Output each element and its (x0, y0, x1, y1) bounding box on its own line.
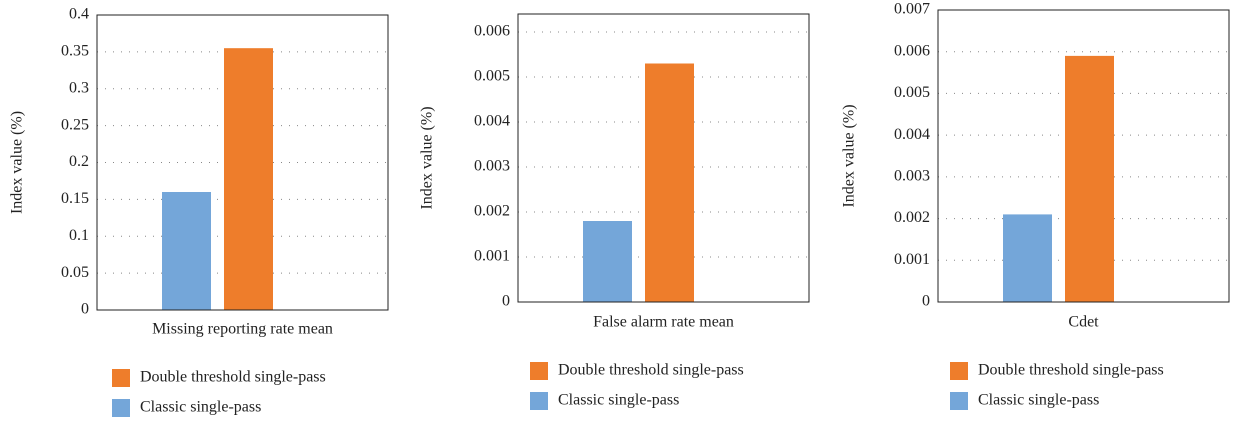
bar (1003, 214, 1052, 302)
legend-swatch (950, 362, 968, 380)
x-tick-label: False alarm rate mean (593, 314, 734, 331)
x-tick-label: Missing reporting rate mean (152, 321, 333, 338)
y-tick-label: 0.15 (61, 190, 89, 207)
legend-label: Double threshold single-pass (558, 362, 744, 379)
y-tick-label: 0.006 (474, 23, 510, 40)
y-tick-label: 0.004 (894, 126, 930, 143)
bar (162, 192, 211, 310)
plot-frame (96, 14, 389, 311)
y-tick-label: 0.007 (894, 1, 930, 18)
x-tick-label: Cdet (1068, 314, 1099, 331)
y-tick-label: 0.001 (894, 251, 930, 268)
y-tick-label: 0.005 (894, 84, 930, 101)
y-tick-label: 0.001 (474, 248, 510, 265)
bar (224, 48, 273, 310)
y-tick-label: 0.003 (474, 158, 510, 175)
y-tick-label: 0.25 (61, 116, 89, 133)
y-axis-label: Index value (%) (9, 111, 26, 214)
y-tick-label: 0.003 (894, 168, 930, 185)
plot-frame (517, 13, 810, 303)
y-tick-label: 0 (502, 293, 510, 310)
y-tick-label: 0.3 (69, 79, 89, 96)
y-tick-label: 0.35 (61, 43, 89, 60)
y-tick-label: 0.006 (894, 42, 930, 59)
legend-swatch (530, 362, 548, 380)
y-axis-label: Index value (%) (419, 106, 436, 209)
y-tick-label: 0 (81, 301, 89, 318)
legend-swatch (530, 392, 548, 410)
legend-label: Classic single-pass (140, 399, 261, 416)
y-tick-label: 0.1 (69, 227, 89, 244)
legend-swatch (950, 392, 968, 410)
y-tick-label: 0.004 (474, 113, 510, 130)
plot-frame (937, 9, 1230, 303)
y-tick-label: 0.005 (474, 68, 510, 85)
legend-swatch (112, 399, 130, 417)
legend-label: Classic single-pass (558, 392, 679, 409)
y-tick-label: 0.002 (474, 203, 510, 220)
bar (1065, 55, 1114, 303)
y-tick-label: 0.002 (894, 209, 930, 226)
bar (583, 221, 632, 302)
legend-label: Classic single-pass (978, 392, 1099, 409)
y-tick-label: 0 (922, 293, 930, 310)
y-tick-label: 0.2 (69, 153, 89, 170)
y-tick-label: 0.05 (61, 264, 89, 281)
y-tick-label: 0.4 (69, 6, 89, 23)
legend-label: Double threshold single-pass (978, 362, 1164, 379)
legend-swatch (112, 369, 130, 387)
y-axis-label: Index value (%) (841, 104, 858, 207)
bar (645, 63, 694, 302)
legend-label: Double threshold single-pass (140, 369, 326, 386)
